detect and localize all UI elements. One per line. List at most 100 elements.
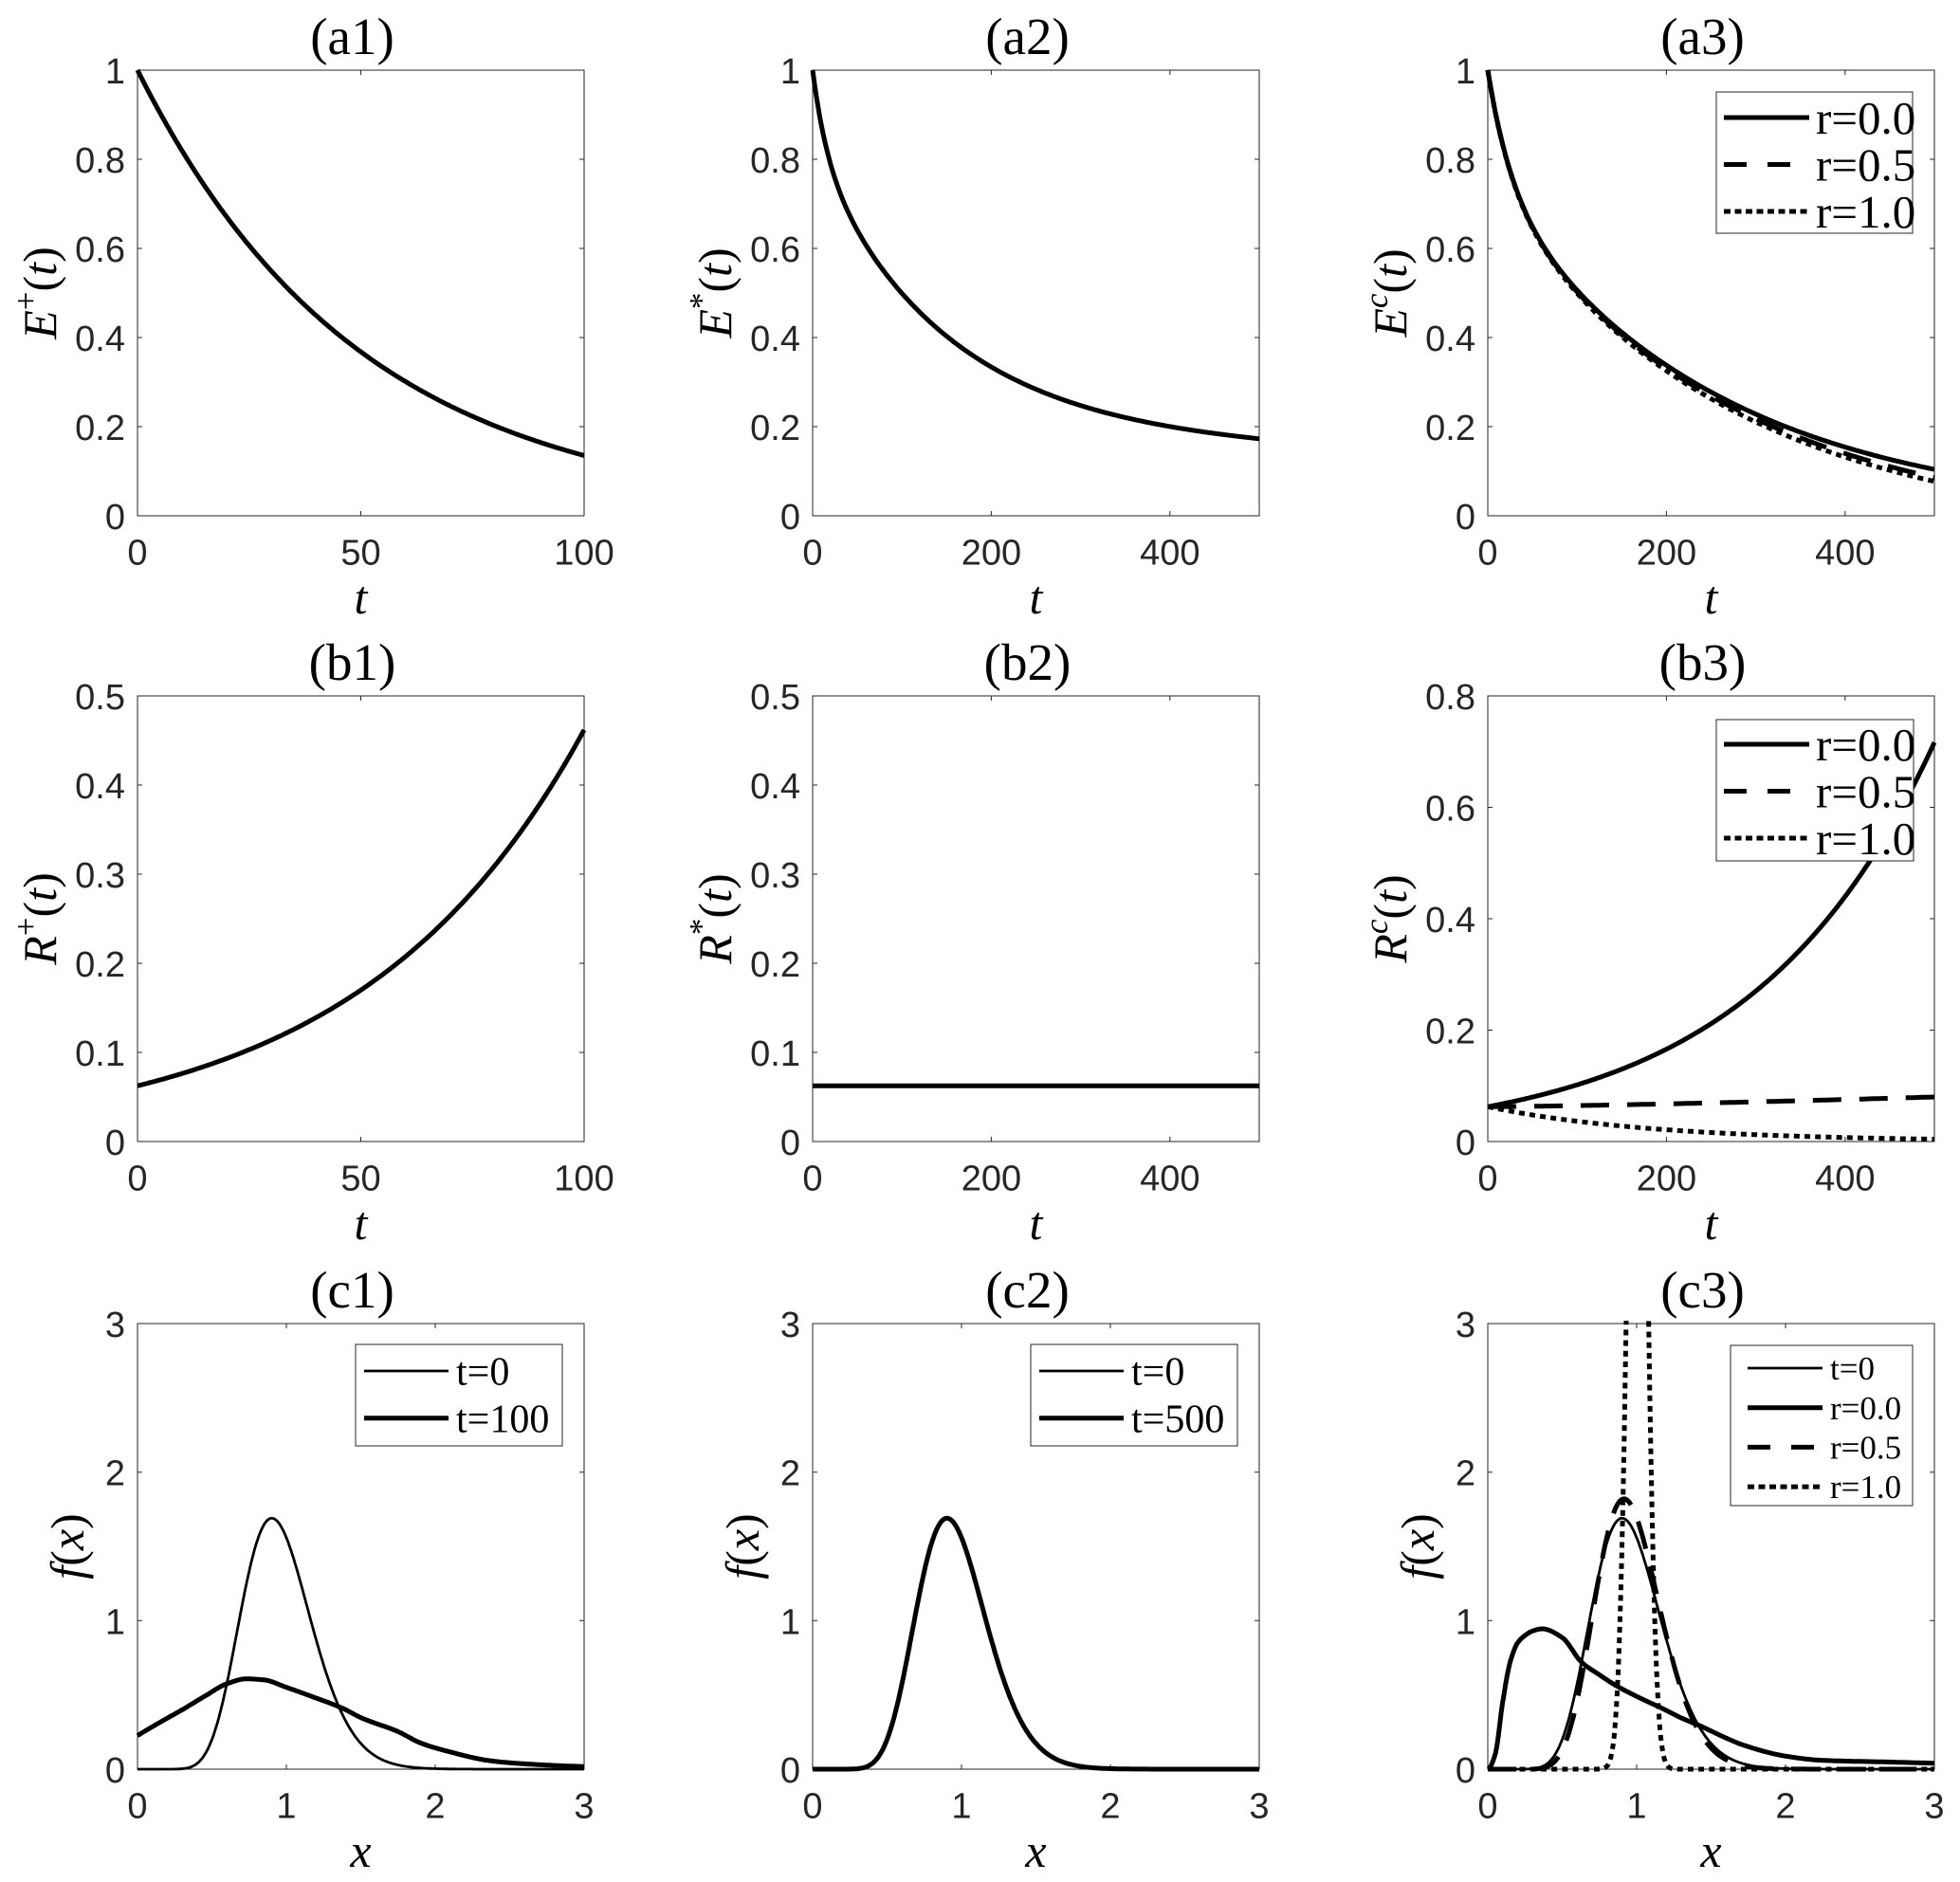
svg-text:0: 0 [780,1751,800,1791]
svg-text:0: 0 [1477,534,1497,574]
svg-text:2: 2 [1456,1454,1475,1494]
svg-text:400: 400 [1140,1160,1200,1199]
svg-text:0.4: 0.4 [1425,901,1475,941]
svg-text:0.4: 0.4 [750,320,800,359]
svg-text:2: 2 [1100,1787,1120,1827]
svg-text:0.5: 0.5 [750,678,800,718]
svg-text:r=0.0: r=0.0 [1830,1390,1901,1427]
svg-text:0: 0 [1456,1751,1475,1791]
svg-text:R+(t): R+(t) [8,872,66,966]
svg-text:(a1): (a1) [310,8,394,65]
svg-text:400: 400 [1815,1160,1875,1199]
svg-text:1: 1 [780,52,800,92]
svg-text:1: 1 [1456,1602,1475,1642]
svg-text:3: 3 [1249,1787,1269,1827]
svg-text:0.8: 0.8 [1425,141,1475,181]
svg-text:r=0.0: r=0.0 [1816,92,1915,144]
svg-text:1: 1 [780,1602,800,1642]
svg-text:E*(t): E*(t) [683,247,742,338]
svg-text:0: 0 [802,1787,822,1827]
svg-text:0: 0 [105,1124,125,1163]
svg-text:t: t [1030,1197,1044,1250]
svg-text:f(x): f(x) [41,1513,94,1579]
svg-text:400: 400 [1140,534,1200,574]
svg-text:r=0.0: r=0.0 [1816,719,1915,771]
svg-text:Rc(t): Rc(t) [1358,874,1417,963]
svg-text:100: 100 [554,1160,614,1199]
svg-text:200: 200 [962,534,1021,574]
svg-text:0: 0 [127,1787,147,1827]
svg-text:r=1.0: r=1.0 [1816,813,1915,865]
svg-text:1: 1 [951,1787,971,1827]
svg-text:400: 400 [1815,534,1875,574]
svg-text:0.3: 0.3 [750,856,800,896]
svg-text:2: 2 [105,1454,125,1494]
svg-text:0.2: 0.2 [75,945,125,985]
svg-text:0.4: 0.4 [75,320,125,359]
svg-text:(b3): (b3) [1659,633,1747,691]
svg-text:0: 0 [780,1124,800,1163]
svg-text:0: 0 [780,498,800,538]
svg-text:t=500: t=500 [1131,1398,1224,1441]
svg-text:2: 2 [1775,1787,1795,1827]
svg-text:0.6: 0.6 [75,230,125,270]
svg-text:E+(t): E+(t) [8,247,66,340]
svg-text:0.2: 0.2 [75,409,125,448]
svg-text:(a3): (a3) [1660,8,1745,65]
svg-text:200: 200 [1637,1160,1696,1199]
svg-text:f(x): f(x) [1391,1513,1444,1579]
svg-text:3: 3 [574,1787,594,1827]
svg-text:t=0: t=0 [456,1351,509,1395]
svg-text:0.2: 0.2 [750,945,800,985]
svg-text:x: x [349,1824,371,1877]
svg-text:Ec(t): Ec(t) [1358,248,1417,338]
svg-text:0.8: 0.8 [1425,678,1475,718]
svg-text:0.4: 0.4 [75,767,125,807]
svg-text:t: t [1705,571,1719,624]
svg-text:(c3): (c3) [1660,1261,1745,1319]
svg-text:0: 0 [127,534,147,574]
svg-text:0.8: 0.8 [75,141,125,181]
svg-text:0: 0 [105,498,125,538]
svg-text:0.5: 0.5 [75,678,125,718]
svg-text:0.1: 0.1 [75,1034,125,1074]
svg-text:1: 1 [105,1602,125,1642]
svg-text:2: 2 [780,1454,800,1494]
svg-text:0: 0 [1477,1160,1497,1199]
svg-text:0: 0 [1456,498,1475,538]
svg-text:200: 200 [962,1160,1021,1199]
svg-text:(b2): (b2) [984,633,1072,691]
svg-text:1: 1 [105,52,125,92]
svg-text:0: 0 [802,534,822,574]
svg-text:0.3: 0.3 [75,856,125,896]
svg-text:0: 0 [1477,1787,1497,1827]
svg-text:1: 1 [1626,1787,1646,1827]
svg-text:t=0: t=0 [1830,1350,1875,1387]
svg-text:t: t [355,1197,369,1250]
svg-text:0: 0 [802,1160,822,1199]
svg-text:r=0.5: r=0.5 [1816,765,1915,817]
svg-text:50: 50 [340,1160,380,1199]
svg-text:0: 0 [127,1160,147,1199]
svg-text:0.2: 0.2 [1425,1013,1475,1052]
svg-text:50: 50 [340,534,380,574]
svg-text:0.2: 0.2 [750,409,800,448]
svg-text:f(x): f(x) [716,1513,769,1579]
svg-text:0.6: 0.6 [1425,790,1475,830]
svg-text:0.8: 0.8 [750,141,800,181]
svg-text:R*(t): R*(t) [683,873,742,964]
svg-text:0.4: 0.4 [750,767,800,807]
svg-text:r=1.0: r=1.0 [1830,1469,1901,1506]
svg-text:r=0.5: r=0.5 [1830,1430,1901,1467]
svg-text:t: t [1705,1197,1719,1250]
svg-text:0: 0 [1456,1124,1475,1163]
svg-text:0.1: 0.1 [750,1034,800,1074]
svg-text:2: 2 [425,1787,445,1827]
svg-text:(c2): (c2) [985,1261,1070,1319]
svg-text:x: x [1699,1824,1721,1877]
svg-text:1: 1 [276,1787,296,1827]
svg-text:t=100: t=100 [456,1398,549,1441]
svg-text:(b1): (b1) [309,633,396,691]
svg-text:r=1.0: r=1.0 [1816,186,1915,238]
svg-text:0.6: 0.6 [1425,230,1475,270]
